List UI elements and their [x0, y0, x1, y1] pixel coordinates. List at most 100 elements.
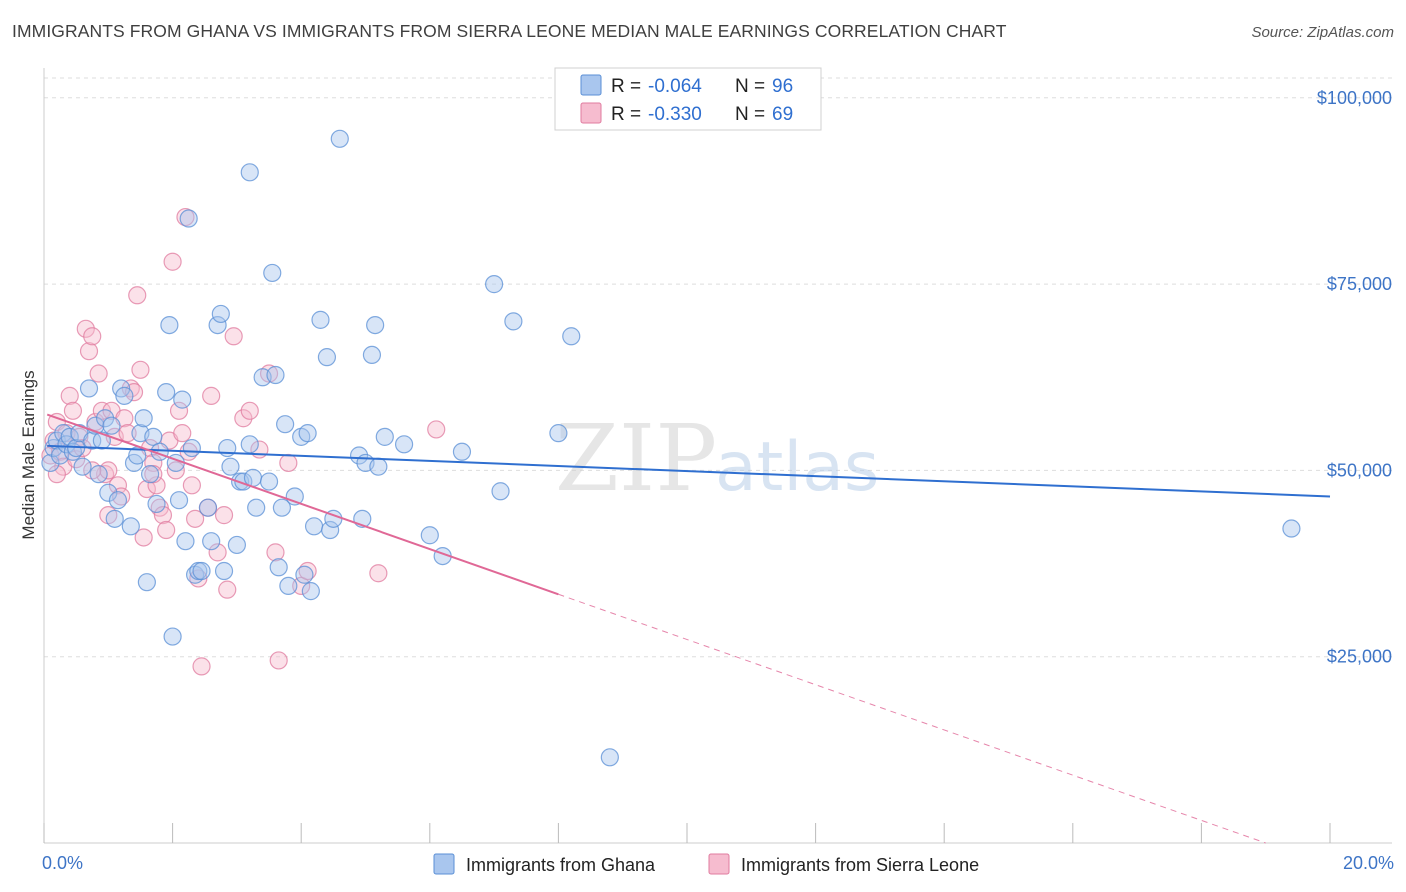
data-point-ghana — [269, 558, 288, 577]
data-point-ghana — [375, 427, 394, 446]
data-point-ghana — [369, 457, 388, 476]
data-point-ghana — [41, 453, 60, 473]
data-point-sierra-leone — [76, 319, 95, 338]
data-point-ghana — [272, 498, 292, 517]
data-point-ghana — [263, 263, 282, 283]
bottom-legend-label-sierra-leone: Immigrants from Sierra Leone — [741, 855, 979, 875]
data-point-sierra-leone — [192, 657, 211, 676]
data-point-ghana — [202, 532, 221, 551]
y-tick-label: $75,000 — [1327, 274, 1392, 294]
data-point-ghana — [420, 526, 439, 545]
data-point-ghana — [115, 386, 134, 405]
data-point-ghana — [394, 435, 414, 454]
data-point-sierra-leone — [131, 360, 150, 379]
data-point-ghana — [214, 561, 234, 581]
data-point-sierra-leone — [128, 286, 147, 305]
data-point-sierra-leone — [60, 386, 79, 405]
data-point-sierra-leone — [163, 252, 182, 271]
data-point-ghana — [99, 483, 118, 502]
data-point-sierra-leone — [186, 509, 205, 528]
legend-r-label-ghana: R = — [611, 76, 641, 97]
data-point-ghana — [227, 535, 246, 555]
bottom-legend-label-ghana: Immigrants from Ghana — [466, 855, 656, 875]
data-point-sierra-leone — [208, 543, 227, 562]
data-point-ghana — [362, 345, 382, 364]
data-point-ghana — [276, 415, 295, 434]
data-point-ghana — [221, 457, 240, 476]
data-point-sierra-leone — [134, 528, 153, 547]
legend-n-value-ghana: 96 — [772, 76, 793, 97]
watermark-zip: ZIP — [555, 405, 717, 512]
data-point-ghana — [279, 576, 298, 596]
data-point-sierra-leone — [266, 543, 285, 562]
legend-n-label-sierra-leone: N = — [735, 104, 765, 125]
trend-lines — [46, 413, 1331, 844]
data-point-sierra-leone — [108, 476, 128, 495]
source-label: Source: ZipAtlas.com — [1251, 24, 1394, 41]
legend-r-value-sierra-leone: -0.330 — [648, 104, 702, 125]
correlation-legend: R = -0.064 N = 96 R = -0.330 N = 69 — [554, 67, 822, 131]
data-point-ghana — [160, 315, 179, 335]
data-point-ghana — [134, 409, 153, 428]
data-point-ghana — [92, 431, 111, 450]
data-point-ghana — [73, 457, 92, 476]
data-point-sierra-leone — [173, 424, 192, 443]
data-point-sierra-leone — [166, 461, 185, 480]
data-point-ghana — [240, 163, 259, 182]
y-axis-title: Median Male Earnings — [19, 370, 38, 539]
data-point-ghana — [198, 498, 218, 517]
bottom-legend-swatch-ghana — [433, 853, 455, 875]
data-point-sierra-leone — [169, 401, 189, 420]
data-point-ghana — [259, 472, 279, 491]
data-point-sierra-leone — [224, 327, 243, 346]
data-point-sierra-leone — [89, 364, 108, 383]
data-point-ghana — [330, 129, 349, 148]
data-point-sierra-leone — [182, 476, 201, 495]
data-point-sierra-leone — [63, 401, 83, 420]
data-point-ghana — [121, 517, 140, 536]
data-point-ghana — [311, 310, 330, 329]
axes — [43, 68, 1392, 844]
data-point-ghana — [240, 435, 259, 454]
data-point-ghana — [304, 517, 324, 536]
data-point-ghana — [102, 416, 121, 435]
y-tick-label: $25,000 — [1327, 647, 1392, 667]
data-point-ghana — [95, 409, 115, 428]
data-point-ghana — [157, 383, 176, 402]
x-tick-label: 0.0% — [42, 853, 83, 873]
data-point-ghana — [105, 509, 124, 528]
data-point-ghana — [1282, 519, 1301, 538]
data-point-ghana — [301, 582, 320, 601]
data-point-ghana — [208, 315, 227, 335]
legend-swatch-ghana — [580, 74, 602, 96]
data-point-ghana — [247, 498, 266, 517]
data-point-sierra-leone — [269, 651, 288, 670]
data-point-ghana — [79, 379, 99, 398]
data-point-sierra-leone — [147, 476, 166, 495]
data-point-ghana — [349, 446, 369, 465]
data-point-sierra-leone — [79, 342, 99, 361]
data-point-sierra-leone — [214, 506, 234, 525]
data-point-sierra-leone — [157, 520, 176, 540]
data-point-sierra-leone — [153, 506, 173, 525]
data-point-ghana — [298, 424, 317, 443]
data-point-ghana — [211, 304, 230, 324]
data-point-sierra-leone — [218, 580, 237, 599]
data-point-ghana — [89, 465, 108, 484]
data-point-ghana — [295, 565, 314, 584]
x-tick-label: 20.0% — [1343, 853, 1394, 873]
y-tick-label: $100,000 — [1317, 88, 1392, 108]
watermark: ZIP atlas — [555, 405, 879, 512]
trend-line-sierra-leone — [46, 413, 559, 596]
legend-n-label-ghana: N = — [735, 76, 765, 97]
data-point-ghana — [169, 491, 189, 510]
legend-r-value-ghana: -0.064 — [648, 76, 702, 97]
data-point-sierra-leone — [118, 424, 137, 443]
legend-n-value-sierra-leone: 69 — [772, 104, 793, 125]
legend-swatch-sierra-leone — [580, 102, 602, 124]
data-point-ghana — [321, 520, 340, 540]
data-point-ghana — [192, 561, 211, 581]
series-legend: Immigrants from Ghana Immigrants from Si… — [433, 853, 979, 875]
data-point-sierra-leone — [240, 401, 259, 420]
